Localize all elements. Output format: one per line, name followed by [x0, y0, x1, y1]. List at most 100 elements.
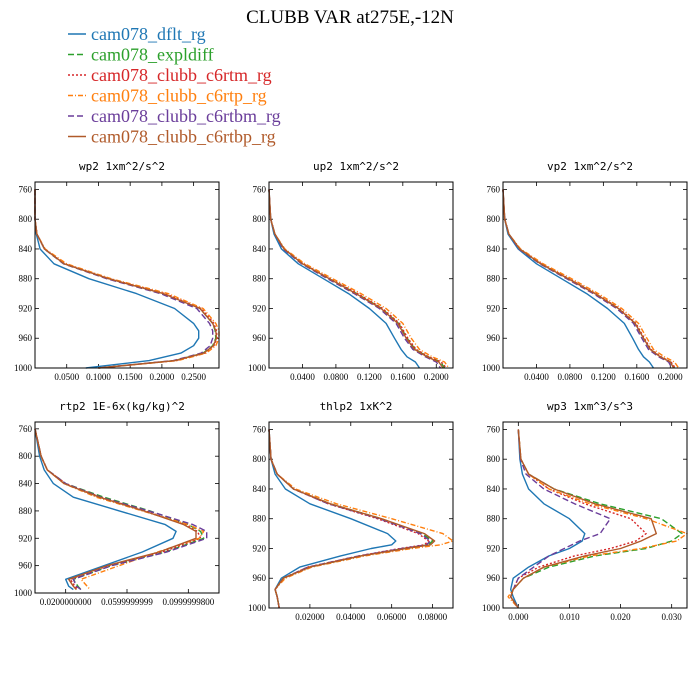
x-tick-label: 0.06000	[377, 612, 407, 622]
series-line-6	[502, 189, 675, 369]
y-tick-label: 880	[19, 274, 33, 284]
y-tick-label: 960	[19, 333, 33, 343]
series-line-3	[268, 429, 430, 609]
y-tick-label: 920	[487, 543, 501, 553]
x-tick-label: 0.08000	[418, 612, 448, 622]
x-tick-label: 0.2000	[424, 372, 449, 382]
series-line-4	[507, 429, 688, 609]
panel-title: rtp2 1E-6x(kg/kg)^2	[59, 400, 185, 413]
y-tick-label: 920	[19, 533, 33, 543]
series-line-6	[268, 429, 436, 609]
y-tick-label: 880	[253, 274, 267, 284]
y-tick-label: 840	[253, 484, 267, 494]
panel-4: rtp2 1E-6x(kg/kg)^2 760 800 840 880 920 960 100…	[14, 400, 220, 607]
plot-frame	[502, 421, 688, 609]
x-tick-label: 0.0200000000	[40, 597, 92, 607]
y-tick-label: 880	[487, 274, 501, 284]
legend-label: cam078_expldiff	[91, 45, 214, 65]
y-tick-label: 760	[19, 184, 33, 194]
series-line-3	[34, 189, 218, 369]
y-tick-label: 760	[253, 424, 267, 434]
y-tick-label: 760	[487, 424, 501, 434]
y-tick-label: 800	[19, 451, 33, 461]
series-line-3	[34, 428, 202, 591]
y-tick-label: 920	[253, 543, 267, 553]
panel-6: wp3 1xm^3/s^3 760 800 840 880 920 960 1000 0.000…	[482, 400, 688, 622]
series-line-6	[268, 189, 444, 369]
series-line-4	[268, 429, 454, 609]
y-tick-label: 1000	[248, 603, 267, 613]
series-line-1	[268, 189, 421, 369]
series-line-3	[510, 429, 647, 609]
x-tick-label: 0.1200	[357, 372, 382, 382]
series-line-2	[510, 429, 683, 609]
panel-5: thlp2 1xK^2 760 800 840 880 920 960 1000 0.02000…	[248, 400, 454, 622]
y-tick-label: 960	[487, 333, 501, 343]
y-tick-label: 840	[253, 244, 267, 254]
series-line-1	[34, 189, 200, 369]
y-tick-label: 840	[19, 244, 33, 254]
x-tick-label: 0.0999999800	[162, 597, 214, 607]
y-tick-label: 1000	[14, 588, 33, 598]
panel-2: up2 1xm^2/s^2 760 800 840 880 920 960 1000 0.040…	[248, 160, 454, 382]
y-tick-label: 960	[253, 333, 267, 343]
series-line-5	[268, 189, 442, 369]
series-line-4	[34, 189, 220, 369]
y-tick-label: 880	[253, 514, 267, 524]
series-line-3	[502, 189, 676, 369]
legend-label: cam078_dflt_rg	[91, 24, 206, 44]
x-tick-label: 0.0599999999	[101, 597, 153, 607]
x-tick-label: 0.0800	[324, 372, 349, 382]
x-tick-label: 0.04000	[336, 612, 366, 622]
y-tick-label: 920	[253, 303, 267, 313]
panels: wp2 1xm^2/s^2 760 800 840 880 920 960 1000 0.050…	[14, 160, 688, 622]
x-tick-label: 0.010	[559, 612, 580, 622]
y-tick-label: 1000	[482, 363, 501, 373]
y-tick-label: 840	[487, 244, 501, 254]
x-tick-label: 0.02000	[295, 612, 325, 622]
y-tick-label: 920	[487, 303, 501, 313]
panel-title: up2 1xm^2/s^2	[313, 160, 399, 173]
panel-title: wp3 1xm^3/s^3	[547, 400, 633, 413]
series-line-2	[34, 189, 217, 369]
panel-title: wp2 1xm^2/s^2	[79, 160, 165, 173]
x-tick-label: 0.0400	[524, 372, 549, 382]
x-tick-label: 0.1200	[591, 372, 616, 382]
series-line-4	[34, 428, 205, 591]
plot-frame	[268, 181, 454, 369]
y-tick-label: 760	[19, 424, 33, 434]
x-tick-label: 0.0400	[290, 372, 315, 382]
y-tick-label: 960	[19, 561, 33, 571]
panel-title: vp2 1xm^2/s^2	[547, 160, 633, 173]
series-line-4	[502, 189, 680, 369]
chart-title: CLUBB VAR at275E,-12N	[246, 7, 454, 28]
y-tick-label: 960	[487, 573, 501, 583]
x-tick-label: 0.000	[508, 612, 529, 622]
legend-label: cam078_clubb_c6rtp_rg	[91, 86, 267, 106]
y-tick-label: 880	[487, 514, 501, 524]
x-tick-label: 0.1000	[86, 372, 111, 382]
y-tick-label: 800	[487, 454, 501, 464]
series-line-4	[268, 189, 450, 369]
y-tick-label: 840	[19, 479, 33, 489]
x-tick-label: 0.1600	[624, 372, 649, 382]
x-tick-label: 0.2000	[150, 372, 175, 382]
y-tick-label: 960	[253, 573, 267, 583]
y-tick-label: 1000	[482, 603, 501, 613]
series-line-3	[268, 189, 447, 369]
y-tick-label: 840	[487, 484, 501, 494]
legend: cam078_dflt_rgcam078_expldiffcam078_club…	[68, 24, 281, 147]
panel-1: wp2 1xm^2/s^2 760 800 840 880 920 960 1000 0.050…	[14, 160, 220, 382]
x-tick-label: 0.030	[662, 612, 683, 622]
x-tick-label: 0.0800	[558, 372, 583, 382]
series-line-2	[34, 428, 205, 591]
legend-label: cam078_clubb_c6rtm_rg	[91, 65, 272, 85]
series-line-6	[34, 189, 218, 369]
y-tick-label: 880	[19, 506, 33, 516]
plot-frame	[34, 421, 220, 594]
series-line-1	[34, 428, 177, 591]
plot-frame	[502, 181, 688, 369]
series-line-5	[34, 189, 214, 369]
series-line-6	[510, 429, 657, 609]
y-tick-label: 800	[253, 454, 267, 464]
